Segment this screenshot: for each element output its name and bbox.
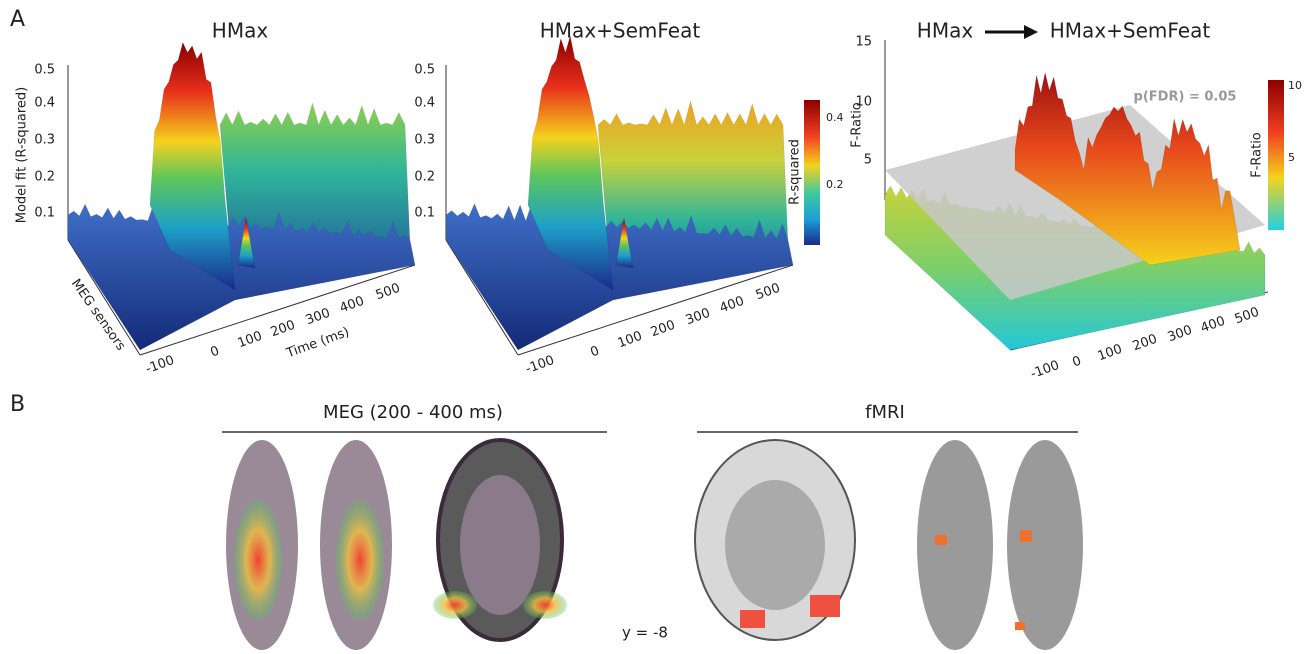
x-tick-label: 100 [236, 329, 264, 352]
x-tick-label: 400 [718, 294, 746, 317]
y-tick-label: 0.3 [414, 133, 435, 148]
y-tick-label: 0.5 [414, 63, 435, 78]
arrow-head [1024, 25, 1038, 39]
figure: A HMax HMax+SemFeat HMax HMax+SemFeat Mo… [0, 0, 1306, 654]
x-tick-label: 300 [1166, 323, 1194, 346]
colorbar [804, 100, 820, 245]
colorbar-label: F-Ratio [1250, 132, 1265, 178]
group-title: fMRI [865, 402, 905, 423]
surfaces [68, 36, 1268, 355]
y-tick-label: 10 [855, 95, 872, 110]
x-tick-label: 200 [649, 318, 677, 341]
y-tick-label: 0.2 [414, 170, 435, 185]
plot-title: HMax [917, 19, 974, 43]
y-tick-label: 15 [855, 35, 872, 50]
x-tick-label: 100 [616, 329, 644, 352]
x-tick-label: 500 [754, 281, 782, 304]
group-title: MEG (200 - 400 ms) [323, 402, 503, 423]
panel-label: B [10, 392, 25, 417]
x-tick-label: 400 [1199, 314, 1227, 337]
x-tick-label: 100 [1096, 342, 1124, 365]
x-tick-label: 0 [1071, 354, 1084, 371]
x-tick-label: -100 [1029, 358, 1062, 382]
x-tick-label: 200 [1131, 332, 1159, 355]
plot-title: HMax+SemFeat [1050, 19, 1211, 43]
plot-title: HMax [212, 19, 269, 43]
y-tick-label: 0.2 [34, 170, 55, 185]
x-tick-label: 0 [209, 344, 222, 361]
y-tick-label: 0.5 [34, 63, 55, 78]
x-tick-label: 200 [269, 318, 297, 341]
x-tick-label: -100 [524, 353, 557, 377]
slice-label: y = -8 [622, 624, 668, 642]
y-axis-label: Model fit (R-squared) [15, 87, 30, 223]
x-tick-label: 300 [684, 306, 712, 329]
y-tick-label: 0.4 [34, 96, 55, 111]
panel-label: A [10, 7, 25, 32]
x-tick-label: 500 [1233, 305, 1261, 328]
brain-images [226, 440, 1083, 650]
colorbar-tick-label: 0.4 [826, 111, 844, 124]
y-tick-label: 0.1 [414, 206, 435, 221]
colorbar [1268, 80, 1284, 230]
x-tick-label: 400 [338, 294, 366, 317]
colorbar-label: R-squared [788, 139, 803, 205]
plot-title: HMax+SemFeat [540, 19, 701, 43]
colorbar-tick-label: 0.2 [826, 178, 844, 191]
x-tick-label: 500 [374, 281, 402, 304]
x-tick-label: -100 [144, 353, 177, 377]
threshold-label: p(FDR) = 0.05 [1134, 90, 1237, 105]
colorbar-tick-label: 10 [1288, 79, 1302, 92]
y-tick-label: 0.3 [34, 133, 55, 148]
y-tick-label: 0.4 [414, 96, 435, 111]
y-tick-label: 5 [864, 153, 872, 168]
y-tick-label: 0.1 [34, 206, 55, 221]
x-tick-label: 0 [589, 344, 602, 361]
colorbar-tick-label: 5 [1288, 151, 1295, 164]
x-tick-label: 300 [304, 306, 332, 329]
